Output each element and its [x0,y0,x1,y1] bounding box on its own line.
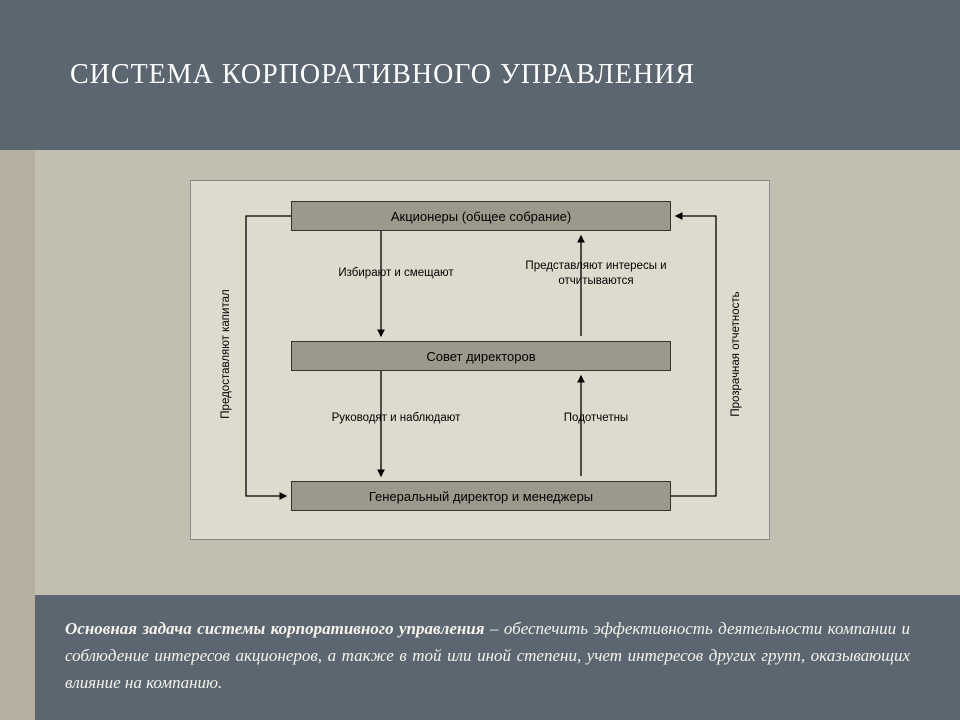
side-label-s2: Прозрачная отчетность [730,274,742,434]
side-label-s1: Предоставляют капитал [220,274,232,434]
slide-footer: Основная задача системы корпоративного у… [35,595,960,720]
content-area: Акционеры (общее собрание) Совет директор… [35,150,960,720]
edge-label-e2: Представляют интересы и отчитываются [511,259,681,289]
diagram-panel: Акционеры (общее собрание) Совет директор… [190,180,770,540]
footer-bold: Основная задача системы корпоративного у… [65,619,485,638]
slide-header: СИСТЕМА КОРПОРАТИВНОГО УПРАВЛЕНИЯ [0,0,960,150]
node-n2: Совет директоров [291,341,671,371]
edge-label-e3: Руководят и наблюдают [311,411,481,426]
slide-title: СИСТЕМА КОРПОРАТИВНОГО УПРАВЛЕНИЯ [70,59,695,91]
node-n3: Генеральный директор и менеджеры [291,481,671,511]
node-n1: Акционеры (общее собрание) [291,201,671,231]
edge-label-e4: Подотчетны [536,411,656,426]
edge-label-e1: Избирают и смещают [316,266,476,281]
